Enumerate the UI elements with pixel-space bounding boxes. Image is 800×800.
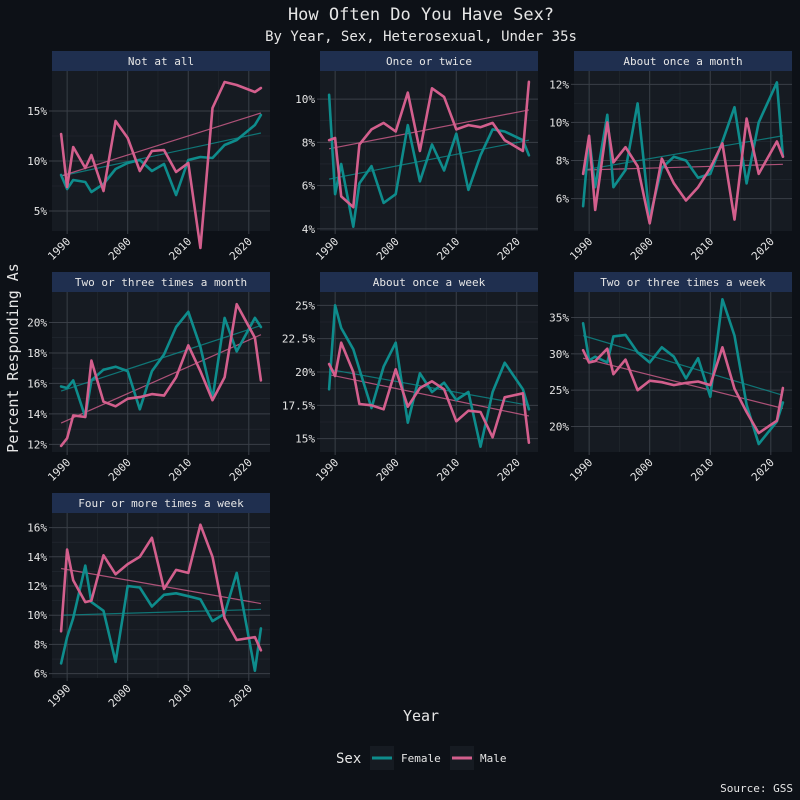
facet-strip-label: About once a month xyxy=(623,55,742,68)
series-line-male xyxy=(59,80,263,250)
facet-strip xyxy=(574,51,792,71)
y-tick-label: 12% xyxy=(27,580,47,593)
y-tick-label: 12% xyxy=(27,438,47,451)
series-line-male xyxy=(59,523,263,652)
y-tick-label: 10% xyxy=(549,116,569,129)
trend-line-female xyxy=(60,132,262,177)
facet-strip xyxy=(320,272,538,292)
y-tick-label: 25% xyxy=(295,299,315,312)
facet-strip-label: Four or more times a week xyxy=(78,497,244,510)
y-tick-label: 8% xyxy=(556,155,570,168)
series-line-male xyxy=(327,341,531,445)
facet-strip xyxy=(52,51,270,71)
y-tick-label: 16% xyxy=(27,377,47,390)
y-tick-label: 20% xyxy=(549,421,569,434)
series-line-male xyxy=(59,302,263,448)
series-line-female xyxy=(59,113,263,197)
series-line-female xyxy=(581,81,785,219)
y-tick-label: 17.5% xyxy=(282,399,315,412)
y-tick-label: 30% xyxy=(549,348,569,361)
y-tick-label: 14% xyxy=(27,551,47,564)
y-tick-label: 22.5% xyxy=(282,333,315,346)
y-tick-label: 15% xyxy=(27,105,47,118)
trend-line-female xyxy=(582,335,784,396)
trend-line-female xyxy=(328,139,530,180)
panel-background xyxy=(52,513,270,678)
legend: Sex Female Male xyxy=(336,746,507,770)
y-tick-label: 35% xyxy=(549,311,569,324)
facet-strip xyxy=(320,51,538,71)
panel-background xyxy=(574,71,792,231)
trend-line-female xyxy=(61,608,261,616)
y-tick-label: 20% xyxy=(27,316,47,329)
y-tick-label: 16% xyxy=(27,522,47,535)
x-axis-label: Year xyxy=(403,707,439,725)
y-tick-label: 12% xyxy=(549,78,569,91)
legend-title: Sex xyxy=(336,751,361,767)
facet-strip-label: About once a week xyxy=(373,276,486,289)
series-line-female xyxy=(581,297,785,446)
y-tick-label: 6% xyxy=(34,668,48,681)
series-line-male xyxy=(581,345,785,435)
facet-strip xyxy=(52,272,270,292)
y-tick-label: 25% xyxy=(549,384,569,397)
y-tick-label: 4% xyxy=(302,223,316,236)
y-tick-label: 8% xyxy=(302,136,316,149)
y-tick-label: 6% xyxy=(556,193,570,206)
facet-strip-label: Not at all xyxy=(128,55,194,68)
source-caption: Source: GSS xyxy=(720,782,793,795)
y-tick-label: 6% xyxy=(302,180,316,193)
facet-strip-label: Once or twice xyxy=(386,55,472,68)
series-line-female xyxy=(327,93,531,228)
facet-strip-label: Two or three times a week xyxy=(600,276,766,289)
trend-line-female xyxy=(582,135,784,171)
y-tick-label: 8% xyxy=(34,638,48,651)
y-axis-label: Percent Responding As xyxy=(4,263,22,453)
facet-strip xyxy=(52,493,270,513)
y-tick-label: 20% xyxy=(295,366,315,379)
chart-title: How Often Do You Have Sex? xyxy=(288,5,554,25)
y-tick-label: 10% xyxy=(27,155,47,168)
facet-strip-label: Two or three times a month xyxy=(75,276,247,289)
facet-strip xyxy=(574,272,792,292)
legend-label-female: Female xyxy=(401,752,441,765)
trend-line-male xyxy=(60,567,262,605)
panel-background xyxy=(52,292,270,452)
series-line-female xyxy=(327,303,531,449)
y-tick-label: 15% xyxy=(295,433,315,446)
y-tick-label: 14% xyxy=(27,408,47,421)
series-line-male xyxy=(581,117,785,225)
y-tick-label: 5% xyxy=(34,205,48,218)
y-tick-label: 18% xyxy=(27,347,47,360)
legend-label-male: Male xyxy=(480,752,507,765)
chart-subtitle: By Year, Sex, Heterosexual, Under 35s xyxy=(265,29,577,45)
y-tick-label: 10% xyxy=(295,93,315,106)
series-line-male xyxy=(327,80,531,209)
y-tick-label: 10% xyxy=(27,609,47,622)
trend-line-male xyxy=(60,334,262,424)
